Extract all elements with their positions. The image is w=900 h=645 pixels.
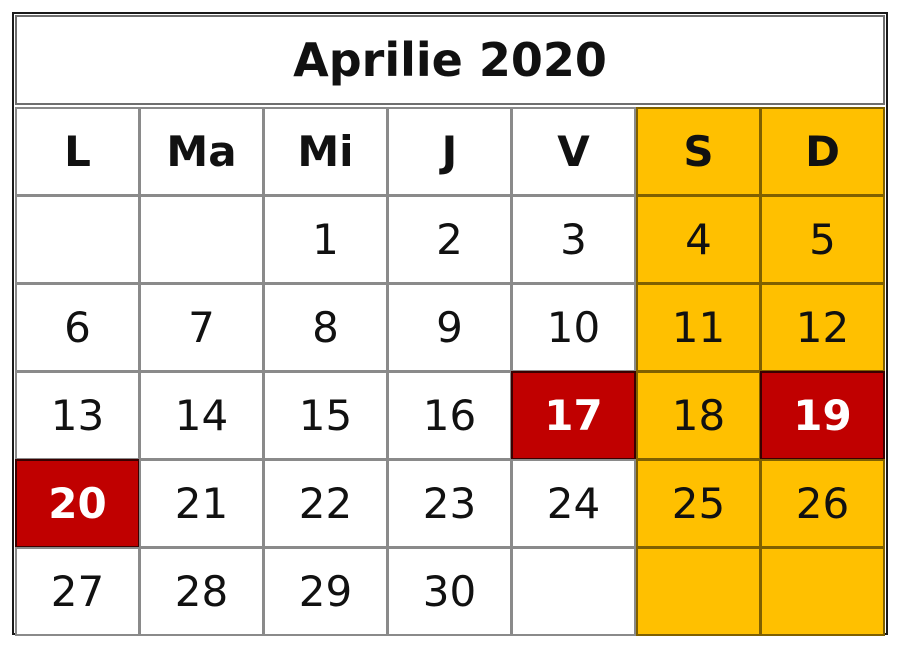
day-cell-15: 15 [263, 371, 388, 460]
day-cell-18: 18 [636, 371, 761, 460]
day-cell-16: 16 [387, 371, 512, 460]
calendar-title: Aprilie 2020 [15, 15, 885, 105]
weekday-header-ma: Ma [139, 107, 264, 196]
day-cell-20: 20 [15, 459, 140, 548]
day-cell-13: 13 [15, 371, 140, 460]
day-cell-22: 22 [263, 459, 388, 548]
day-cell-6: 6 [15, 283, 140, 372]
day-cell-8: 8 [263, 283, 388, 372]
weekday-header-s: S [636, 107, 761, 196]
weekday-header-d: D [760, 107, 885, 196]
weekday-header-j: J [387, 107, 512, 196]
day-cell-28: 28 [139, 547, 264, 636]
day-cell-26: 26 [760, 459, 885, 548]
day-cell-12: 12 [760, 283, 885, 372]
empty-day-cell [139, 195, 264, 284]
day-cell-5: 5 [760, 195, 885, 284]
day-cell-3: 3 [511, 195, 636, 284]
weekday-header-mi: Mi [263, 107, 388, 196]
day-cell-2: 2 [387, 195, 512, 284]
day-cell-4: 4 [636, 195, 761, 284]
day-cell-25: 25 [636, 459, 761, 548]
day-cell-10: 10 [511, 283, 636, 372]
day-cell-14: 14 [139, 371, 264, 460]
day-cell-24: 24 [511, 459, 636, 548]
day-cell-30: 30 [387, 547, 512, 636]
empty-day-cell [15, 195, 140, 284]
day-cell-7: 7 [139, 283, 264, 372]
empty-day-cell [511, 547, 636, 636]
day-cell-11: 11 [636, 283, 761, 372]
day-cell-21: 21 [139, 459, 264, 548]
day-cell-29: 29 [263, 547, 388, 636]
day-cell-1: 1 [263, 195, 388, 284]
day-cell-19: 19 [760, 371, 885, 460]
weekday-header-v: V [511, 107, 636, 196]
day-cell-27: 27 [15, 547, 140, 636]
empty-day-cell [636, 547, 761, 636]
weekday-header-l: L [15, 107, 140, 196]
day-cell-9: 9 [387, 283, 512, 372]
day-cell-23: 23 [387, 459, 512, 548]
empty-day-cell [760, 547, 885, 636]
day-cell-17: 17 [511, 371, 636, 460]
